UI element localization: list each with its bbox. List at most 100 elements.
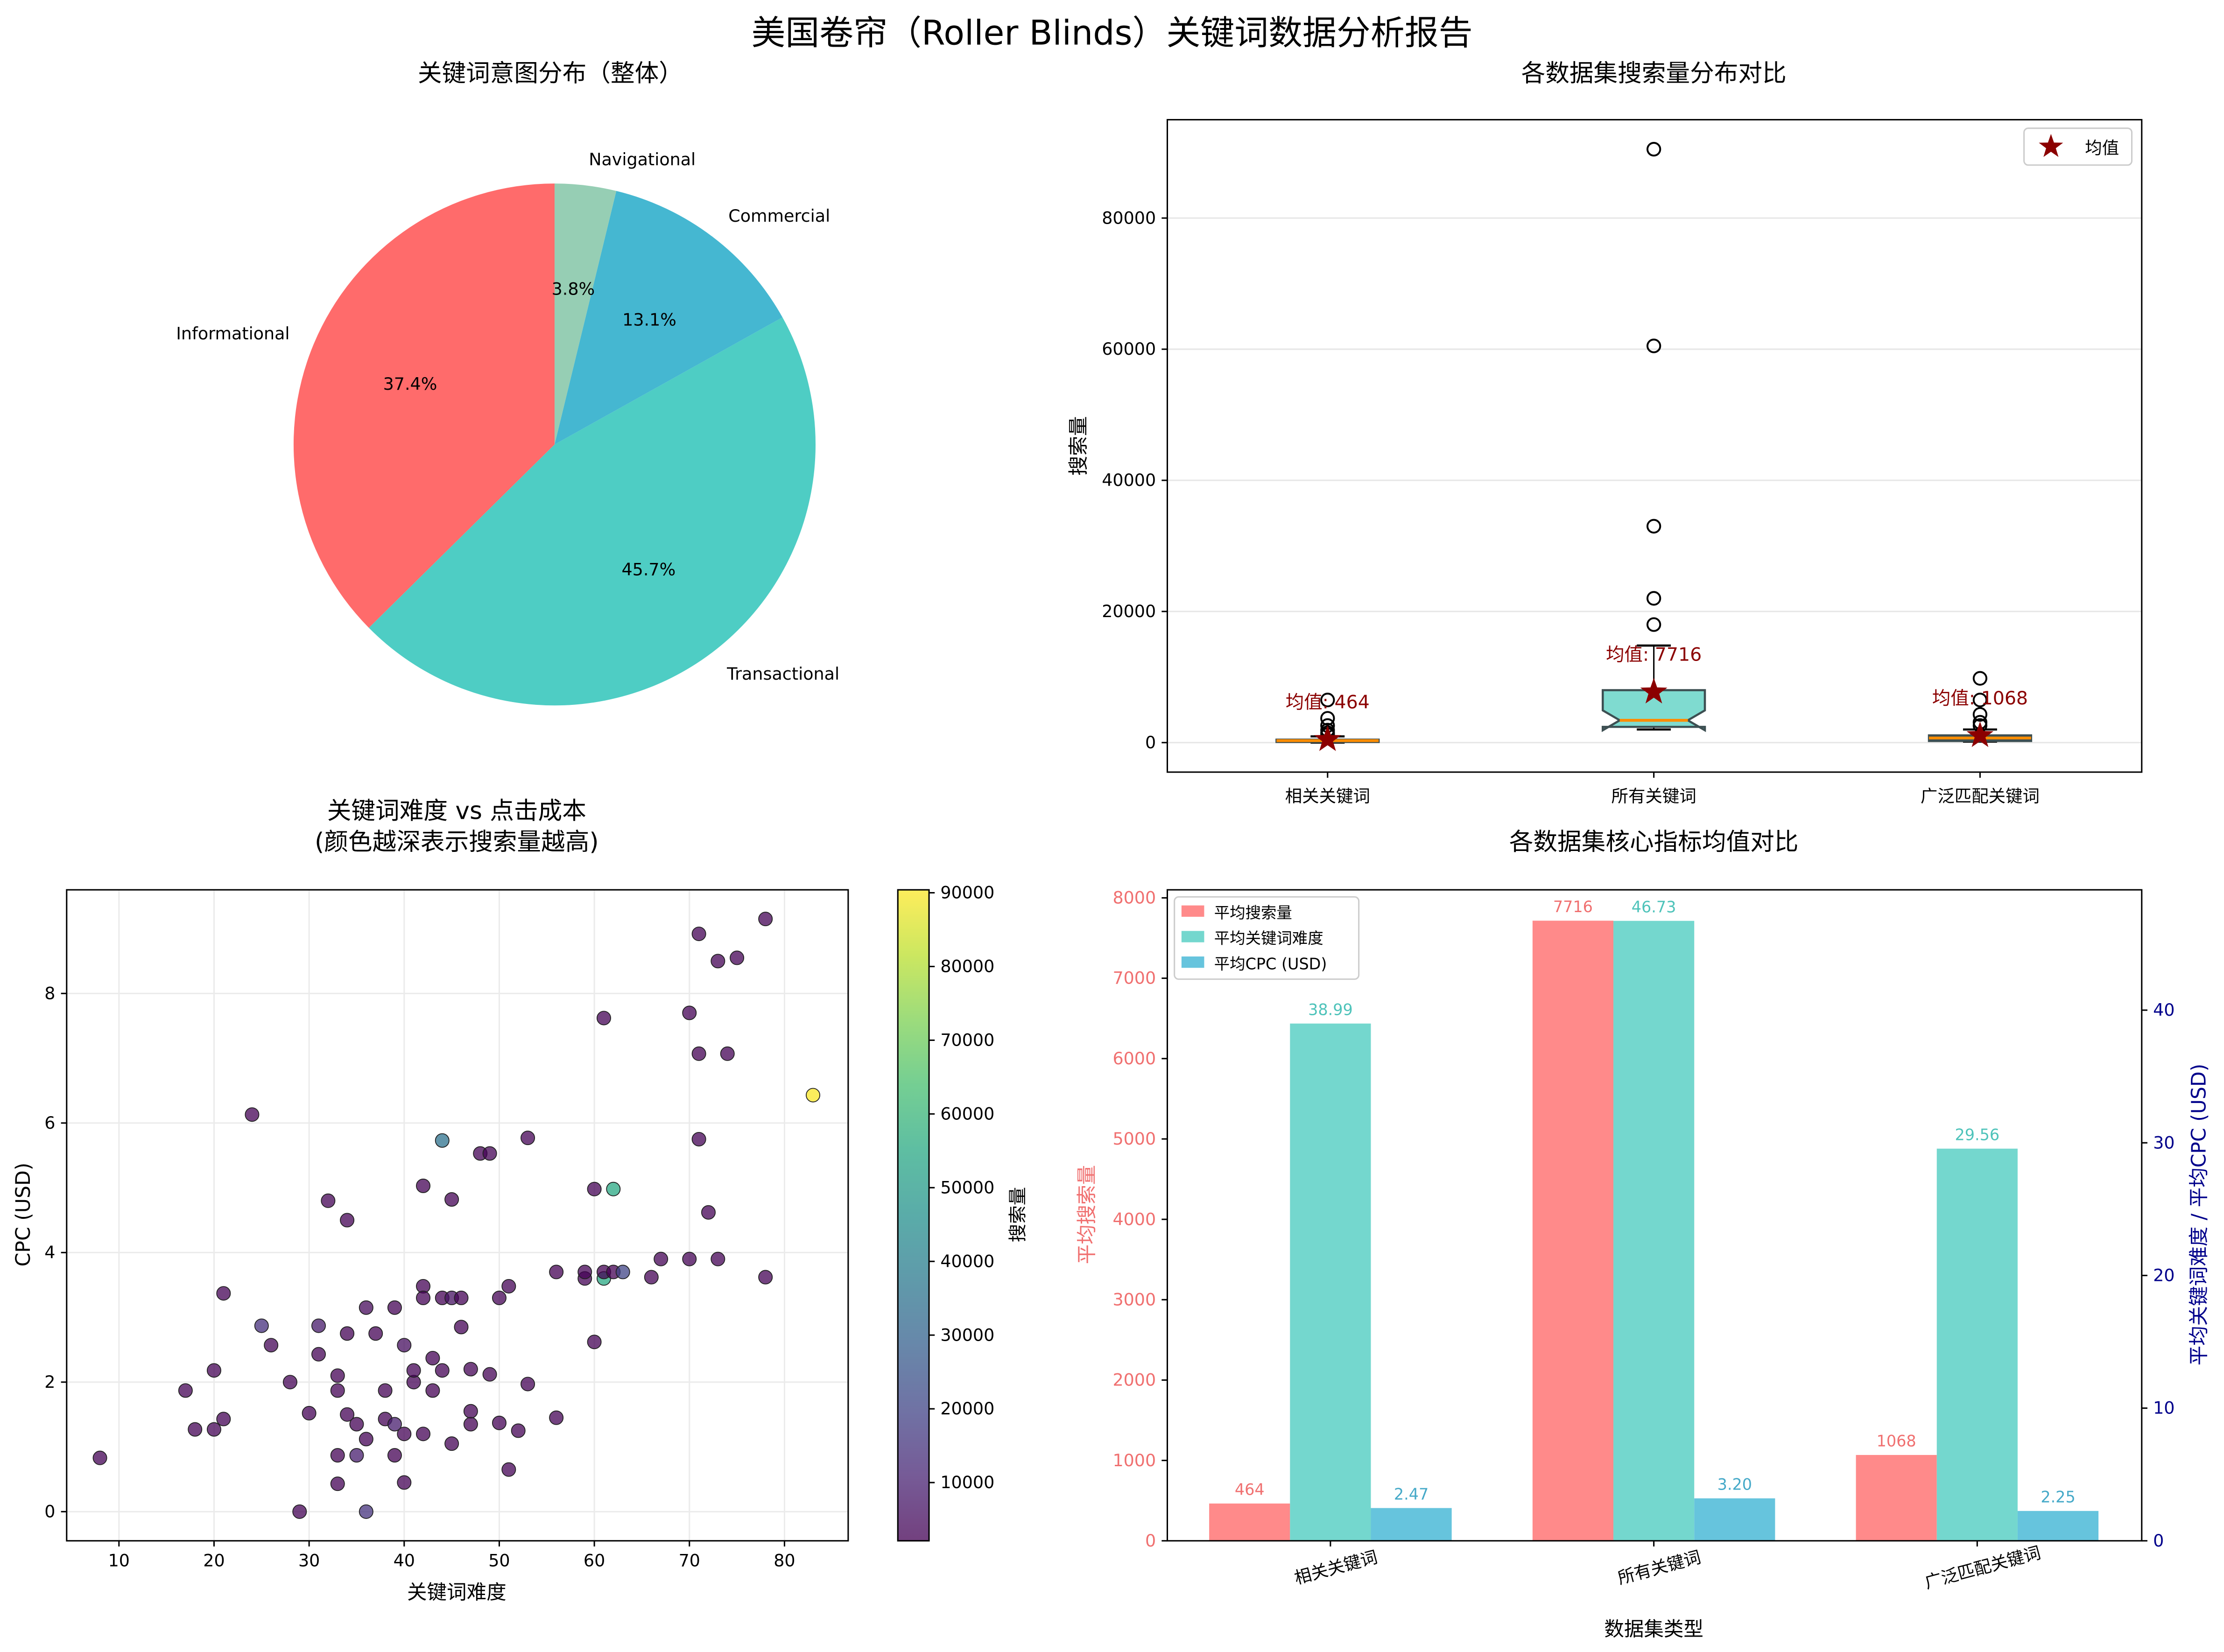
bar-2 [1936, 1148, 2018, 1541]
y-tick-label-left: 0 [1145, 1531, 1156, 1551]
scatter-point [340, 1326, 355, 1341]
scatter-point [340, 1407, 355, 1422]
scatter-point [178, 1383, 193, 1398]
y-tick-label: 4 [44, 1242, 55, 1262]
scatter-point [206, 1422, 221, 1437]
scatter-point [511, 1423, 526, 1438]
bar-chart: 各数据集核心指标均值对比 0 1000 2000 3000 4000 5000 6000 700… [1076, 828, 2211, 1641]
bar-value-label: 29.56 [1955, 1125, 2000, 1144]
y-axis-label: CPC (USD) [12, 1163, 35, 1267]
colorbar-tick-label: 50000 [940, 1177, 994, 1197]
legend-label: 平均关键词难度 [1214, 929, 1323, 948]
y-axis-label-right: 平均关键词难度 / 平均CPC (USD) [2188, 1064, 2211, 1366]
scatter-point [397, 1427, 412, 1441]
scatter-point [521, 1377, 535, 1392]
y-axis-label-left: 平均搜索量 [1076, 1165, 1099, 1265]
x-tick-label: 80 [774, 1550, 795, 1570]
scatter-point [482, 1146, 497, 1161]
scatter-point [425, 1350, 440, 1365]
y-tick-label: 2 [44, 1372, 55, 1392]
mean-star [1314, 725, 1341, 751]
scatter-point [216, 1412, 231, 1427]
x-tick-label: 20 [203, 1550, 225, 1570]
y-tick-label-right: 20 [2153, 1265, 2175, 1286]
bar-3 [1371, 1508, 1452, 1541]
scatter-point [691, 1132, 706, 1146]
scatter-point [549, 1410, 564, 1425]
y-tick-label: 80000 [1102, 208, 1156, 228]
colorbar-tick-label: 90000 [940, 883, 994, 903]
y-tick-label-right: 30 [2153, 1132, 2175, 1153]
y-tick-label-right: 0 [2153, 1531, 2164, 1551]
scatter-point [359, 1300, 373, 1315]
y-tick-label-left: 8000 [1112, 888, 1156, 908]
scatter-point [406, 1363, 421, 1378]
pie-slice-commercial [554, 191, 783, 445]
colorbar-tick-label: 80000 [940, 956, 994, 977]
x-tick-label: 50 [488, 1550, 510, 1570]
legend-swatch [1181, 905, 1204, 917]
scatter-point [321, 1193, 336, 1208]
scatter-point [492, 1415, 507, 1430]
x-tick-label: 70 [679, 1550, 700, 1570]
y-tick-label-left: 6000 [1112, 1048, 1156, 1069]
scatter-point [330, 1476, 345, 1491]
y-tick-label-left: 2000 [1112, 1370, 1156, 1390]
y-tick-label: 20000 [1102, 601, 1156, 621]
colorbar-tick-label: 10000 [940, 1472, 994, 1492]
bar-value-label: 38.99 [1308, 1000, 1353, 1019]
y-tick-label: 6 [44, 1113, 55, 1133]
pie-label: Navigational [589, 149, 696, 169]
bar-title: 各数据集核心指标均值对比 [1509, 828, 1799, 856]
mean-label: 均值: 464 [1286, 691, 1370, 713]
x-tick-label: 10 [108, 1550, 130, 1570]
scatter-point [730, 950, 745, 965]
scatter-point [463, 1362, 478, 1377]
pie-label: Informational [176, 323, 289, 344]
x-tick-label: 60 [584, 1550, 605, 1570]
scatter-point [311, 1347, 326, 1362]
scatter-point [711, 1251, 725, 1266]
scatter-point [349, 1417, 364, 1432]
scatter-point [444, 1192, 459, 1207]
scatter-point [701, 1205, 716, 1220]
outlier-point [1646, 591, 1661, 606]
scatter-point [311, 1318, 326, 1333]
colorbar-tick-label: 20000 [940, 1399, 994, 1419]
scatter-point [615, 1265, 630, 1279]
scatter-point [330, 1383, 345, 1398]
y-tick-label-left: 5000 [1112, 1129, 1156, 1149]
outlier-point [1972, 692, 1988, 708]
outlier-point [1646, 617, 1661, 632]
x-tick-label: 广泛匹配关键词 [1921, 786, 2040, 806]
scatter-point [521, 1131, 535, 1146]
pie-label: Transactional [726, 664, 839, 684]
scatter-point [806, 1088, 821, 1103]
scatter-point [577, 1265, 592, 1279]
scatter-point [425, 1383, 440, 1398]
scatter-point [245, 1107, 260, 1122]
scatter-point [711, 954, 725, 969]
scatter-point [691, 1046, 706, 1061]
bar-3 [2017, 1511, 2099, 1541]
colorbar-tick-label: 70000 [940, 1030, 994, 1050]
y-tick-label-left: 3000 [1112, 1289, 1156, 1309]
mean-star [1966, 721, 1994, 747]
scatter-point [454, 1320, 469, 1335]
legend-label: 平均CPC (USD) [1214, 955, 1327, 973]
y-tick-label: 0 [1145, 732, 1156, 752]
scatter-point [606, 1181, 621, 1196]
box-title: 各数据集搜索量分布对比 [1521, 59, 1787, 87]
pie-pct-label: 3.8% [552, 279, 595, 299]
scatter-chart: 关键词难度 vs 点击成本(颜色越深表示搜索量越高)10 20 30 40 50 60 70… [12, 797, 1029, 1604]
x-tick-label: 相关关键词 [1285, 786, 1370, 806]
x-tick-label: 40 [394, 1550, 415, 1570]
bar-1 [1856, 1455, 1937, 1541]
scatter-point [758, 1270, 773, 1285]
pie-pct-label: 37.4% [383, 374, 437, 394]
bar-value-label: 2.47 [1394, 1485, 1429, 1503]
scatter-point [549, 1265, 564, 1279]
y-tick-label-right: 40 [2153, 1000, 2175, 1020]
scatter-point [587, 1335, 602, 1350]
